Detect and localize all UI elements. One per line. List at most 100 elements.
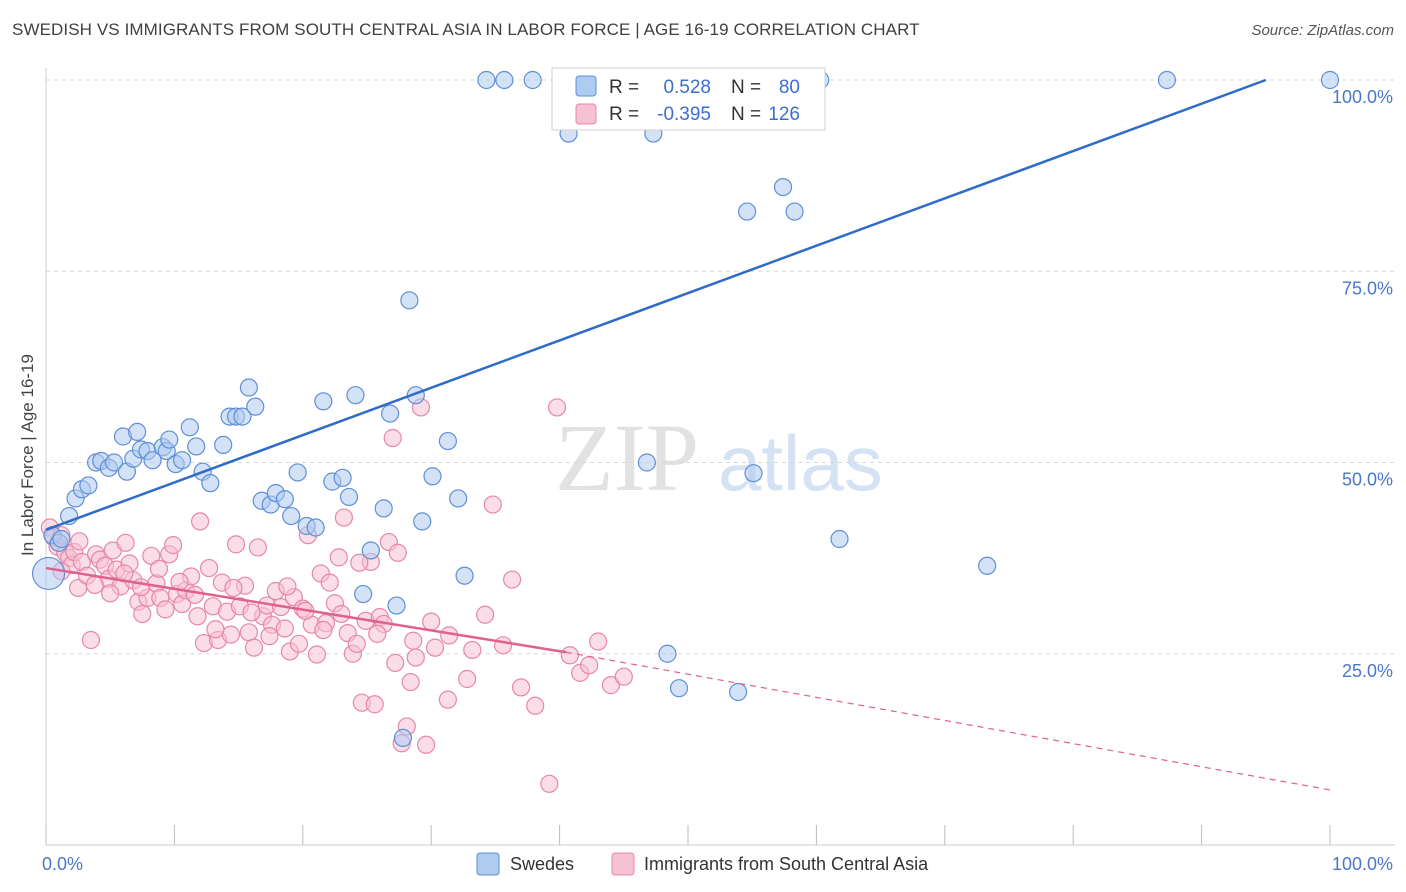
swedes-point [239,378,258,397]
swedes-point [201,474,220,493]
immigrants-point [458,669,477,689]
watermark-zip: ZIP [555,404,699,511]
immigrants-point [334,508,353,527]
immigrants-point [188,607,207,626]
immigrants-point [226,535,246,554]
immigrants-point [386,653,405,673]
immigrants-point [614,667,633,686]
immigrants-point [133,604,152,624]
immigrants-point [85,575,104,595]
immigrants-point [275,619,294,638]
immigrants-point [224,578,243,598]
legend-r-swedes: 0.528 [663,77,711,98]
immigrants-point [329,548,348,567]
legend-swatch-immigrants [575,103,597,125]
swedes-point [79,476,98,495]
axes: 25.0% 50.0% 75.0% 100.0% 0.0% 100.0% [42,68,1395,874]
immigrants-point [560,646,579,665]
immigrants-point [368,624,387,643]
y-tick-label: 100.0% [1332,87,1393,107]
immigrants-point [601,676,621,695]
swedes-point [314,392,333,411]
trend-lines [45,78,1331,791]
y-tick-label: 75.0% [1342,278,1393,298]
x-tick-label-min: 0.0% [42,854,83,874]
series-legend: Swedes Immigrants from South Central Asi… [476,852,929,876]
immigrants-point [221,625,240,644]
immigrants-trend-extension [565,651,1331,791]
swedes-point [374,499,393,518]
swedes-point [52,529,71,549]
swedes-point [744,464,763,483]
x-tick-label-max: 100.0% [1332,854,1393,874]
immigrants-point [347,634,366,653]
immigrants-point [164,536,183,555]
swedes-point [275,490,294,509]
immigrants-point [483,495,502,514]
immigrants-point [365,695,384,714]
swedes-point [104,453,124,472]
swedes-point [361,541,380,560]
immigrants-point [526,696,545,715]
swedes-point [288,463,307,482]
legend-swatch-swedes [575,75,597,97]
swedes-trend-line [45,78,1267,531]
immigrants-point [401,672,420,692]
immigrants-point [248,538,267,557]
immigrants-point [307,645,327,664]
legend-n-immigrants: 126 [768,104,800,125]
immigrants-point [260,627,279,646]
swedes-point [455,566,474,585]
immigrants-point [156,600,175,619]
bottom-legend-swedes: Swedes [510,854,574,874]
swedes-point [246,397,265,416]
legend-r-label: R = [609,77,639,98]
swedes-point [737,202,757,221]
immigrants-point [149,559,169,578]
legend-n-label: N = [731,77,761,98]
swedes-point [785,202,804,221]
immigrants-point [502,570,522,589]
swedes-point [449,489,468,508]
swedes-point [495,70,514,90]
swedes-point [354,584,373,604]
swedes-point [830,529,849,549]
swedes-point [306,518,325,537]
immigrants-point [406,648,425,667]
swedes-point [728,682,748,702]
immigrants-point [320,573,339,592]
grid [46,79,1395,655]
swedes-point [387,596,406,615]
swedes-point [637,453,657,472]
swedes-point [143,451,162,470]
swedes-point [773,178,793,197]
swedes-point [477,70,496,90]
immigrants-point [206,620,225,639]
swedes-point [339,487,359,507]
immigrants-point [511,678,531,697]
swedes-point [669,679,689,698]
immigrants-point [425,638,445,657]
legend-n-label: N = [731,104,761,125]
immigrants-point [278,577,297,596]
swedes-point [658,644,677,663]
immigrants-point [244,638,264,657]
legend-n-swedes: 80 [779,77,800,98]
immigrants-trend-line [45,566,567,654]
swedes-point [413,512,432,531]
immigrants-point [547,398,567,417]
swedes-point [173,451,192,470]
immigrants-point [242,603,261,622]
immigrants-point [463,640,482,660]
swedes-point [978,556,997,575]
immigrants-point [589,632,608,651]
immigrants-point [185,585,205,604]
y-tick-label: 25.0% [1342,661,1393,681]
swedes-point [381,404,400,423]
immigrants-point [422,612,441,631]
chart-title: SWEDISH VS IMMIGRANTS FROM SOUTH CENTRAL… [12,20,920,39]
immigrants-point [289,634,309,653]
immigrants-point [388,543,407,562]
swedes-point [128,422,147,441]
immigrants-point [404,631,423,650]
